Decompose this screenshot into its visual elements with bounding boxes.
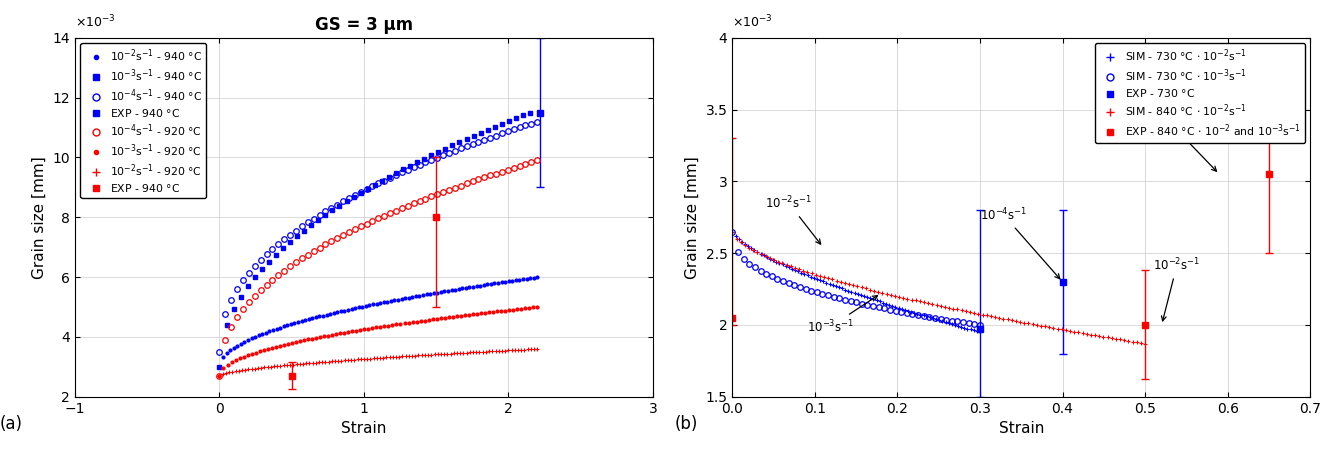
Text: (b): (b) bbox=[674, 415, 698, 433]
Text: $10^{-2}$s$^{-1}$: $10^{-2}$s$^{-1}$ bbox=[765, 195, 821, 244]
Legend: $10^{-2}$s$^{-1}$ - 940 $\degree$C, $10^{-3}$s$^{-1}$ - 940 $\degree$C, $10^{-4}: $10^{-2}$s$^{-1}$ - 940 $\degree$C, $10^… bbox=[80, 43, 207, 198]
Legend: SIM - 730 $\degree$C $\cdot$ $10^{-2}$s$^{-1}$, SIM - 730 $\degree$C $\cdot$ $10: SIM - 730 $\degree$C $\cdot$ $10^{-2}$s$… bbox=[1095, 43, 1304, 144]
X-axis label: Strain: Strain bbox=[999, 421, 1044, 436]
Title: GS = 3 μm: GS = 3 μm bbox=[315, 16, 413, 34]
X-axis label: Strain: Strain bbox=[342, 421, 387, 436]
Text: $10^{-3}$s$^{-1}$: $10^{-3}$s$^{-1}$ bbox=[806, 296, 877, 335]
Text: $10^{-3}$s$^{-1}$: $10^{-3}$s$^{-1}$ bbox=[1128, 96, 1216, 171]
Text: $10^{-2}$s$^{-1}$: $10^{-2}$s$^{-1}$ bbox=[1153, 257, 1200, 321]
Y-axis label: Grain size [mm]: Grain size [mm] bbox=[685, 156, 700, 279]
Text: $\times 10^{-3}$: $\times 10^{-3}$ bbox=[733, 14, 773, 30]
Text: $10^{-4}$s$^{-1}$: $10^{-4}$s$^{-1}$ bbox=[980, 207, 1060, 279]
Text: $\times 10^{-3}$: $\times 10^{-3}$ bbox=[75, 14, 116, 30]
Y-axis label: Grain size [mm]: Grain size [mm] bbox=[32, 156, 47, 279]
Text: (a): (a) bbox=[0, 415, 23, 433]
